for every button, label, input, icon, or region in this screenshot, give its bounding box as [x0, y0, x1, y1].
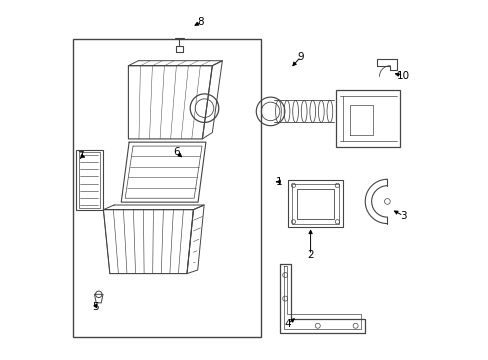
Bar [287, 180, 342, 227]
Text: 7: 7 [78, 151, 84, 161]
Text: 10: 10 [396, 71, 409, 81]
Text: 9: 9 [297, 52, 304, 62]
Bar [296, 189, 333, 219]
Bar [73, 39, 260, 337]
Text: 3: 3 [399, 211, 406, 221]
Text: 5: 5 [92, 302, 98, 312]
Text: 2: 2 [306, 250, 313, 260]
Text: 4: 4 [284, 319, 291, 329]
Text: 6: 6 [173, 148, 180, 157]
Bar [79, 153, 100, 207]
Bar [76, 150, 102, 210]
Bar [291, 184, 339, 224]
Text: 1: 1 [276, 177, 282, 187]
Text: 8: 8 [197, 17, 204, 27]
Bar [335, 90, 400, 147]
